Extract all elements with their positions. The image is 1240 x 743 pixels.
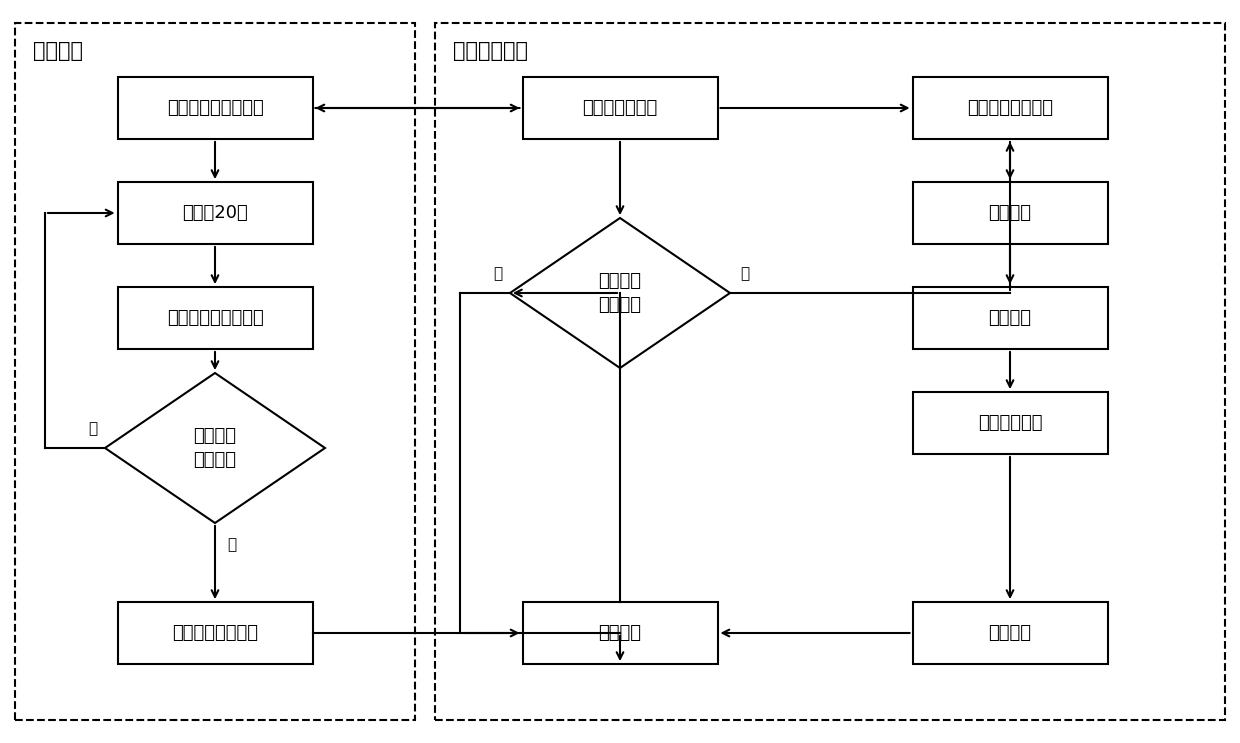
Text: 检测清晰目标: 检测清晰目标 bbox=[978, 414, 1043, 432]
Bar bbox=[913, 392, 1107, 454]
Bar bbox=[913, 602, 1107, 664]
Text: 是: 是 bbox=[740, 266, 749, 281]
Bar bbox=[435, 23, 1225, 720]
Bar bbox=[118, 182, 312, 244]
Bar bbox=[913, 77, 1107, 139]
Bar bbox=[522, 602, 718, 664]
Text: 否: 否 bbox=[492, 266, 502, 281]
Polygon shape bbox=[510, 218, 730, 368]
Text: 更新背景: 更新背景 bbox=[988, 309, 1032, 327]
Text: 保存结果: 保存结果 bbox=[988, 624, 1032, 642]
Text: 缩放目标: 缩放目标 bbox=[988, 204, 1032, 222]
Polygon shape bbox=[105, 373, 325, 523]
Text: 光流是否
大于阈值: 光流是否 大于阈值 bbox=[193, 427, 237, 469]
Text: 巡航模块: 巡航模块 bbox=[33, 41, 83, 61]
Text: 缩放最小，开始巡航: 缩放最小，开始巡航 bbox=[166, 99, 263, 117]
Text: 停止巡航，检测光流: 停止巡航，检测光流 bbox=[166, 309, 263, 327]
Text: 是否存在
有效目标: 是否存在 有效目标 bbox=[599, 272, 641, 314]
Text: 背景减除检测目标: 背景减除检测目标 bbox=[172, 624, 258, 642]
Text: 镜头移动跟踪目标: 镜头移动跟踪目标 bbox=[967, 99, 1053, 117]
Bar bbox=[118, 602, 312, 664]
Text: 跟踪识别模块: 跟踪识别模块 bbox=[453, 41, 528, 61]
Text: 否: 否 bbox=[88, 421, 97, 436]
Text: 筛选待跟踪目标: 筛选待跟踪目标 bbox=[583, 99, 657, 117]
Bar bbox=[913, 182, 1107, 244]
Bar bbox=[522, 77, 718, 139]
Text: 右巡航20帧: 右巡航20帧 bbox=[182, 204, 248, 222]
Bar bbox=[15, 23, 415, 720]
Text: 缩放最小: 缩放最小 bbox=[599, 624, 641, 642]
Bar bbox=[118, 287, 312, 349]
Text: 是: 是 bbox=[227, 537, 236, 552]
Bar bbox=[118, 77, 312, 139]
Bar bbox=[913, 287, 1107, 349]
